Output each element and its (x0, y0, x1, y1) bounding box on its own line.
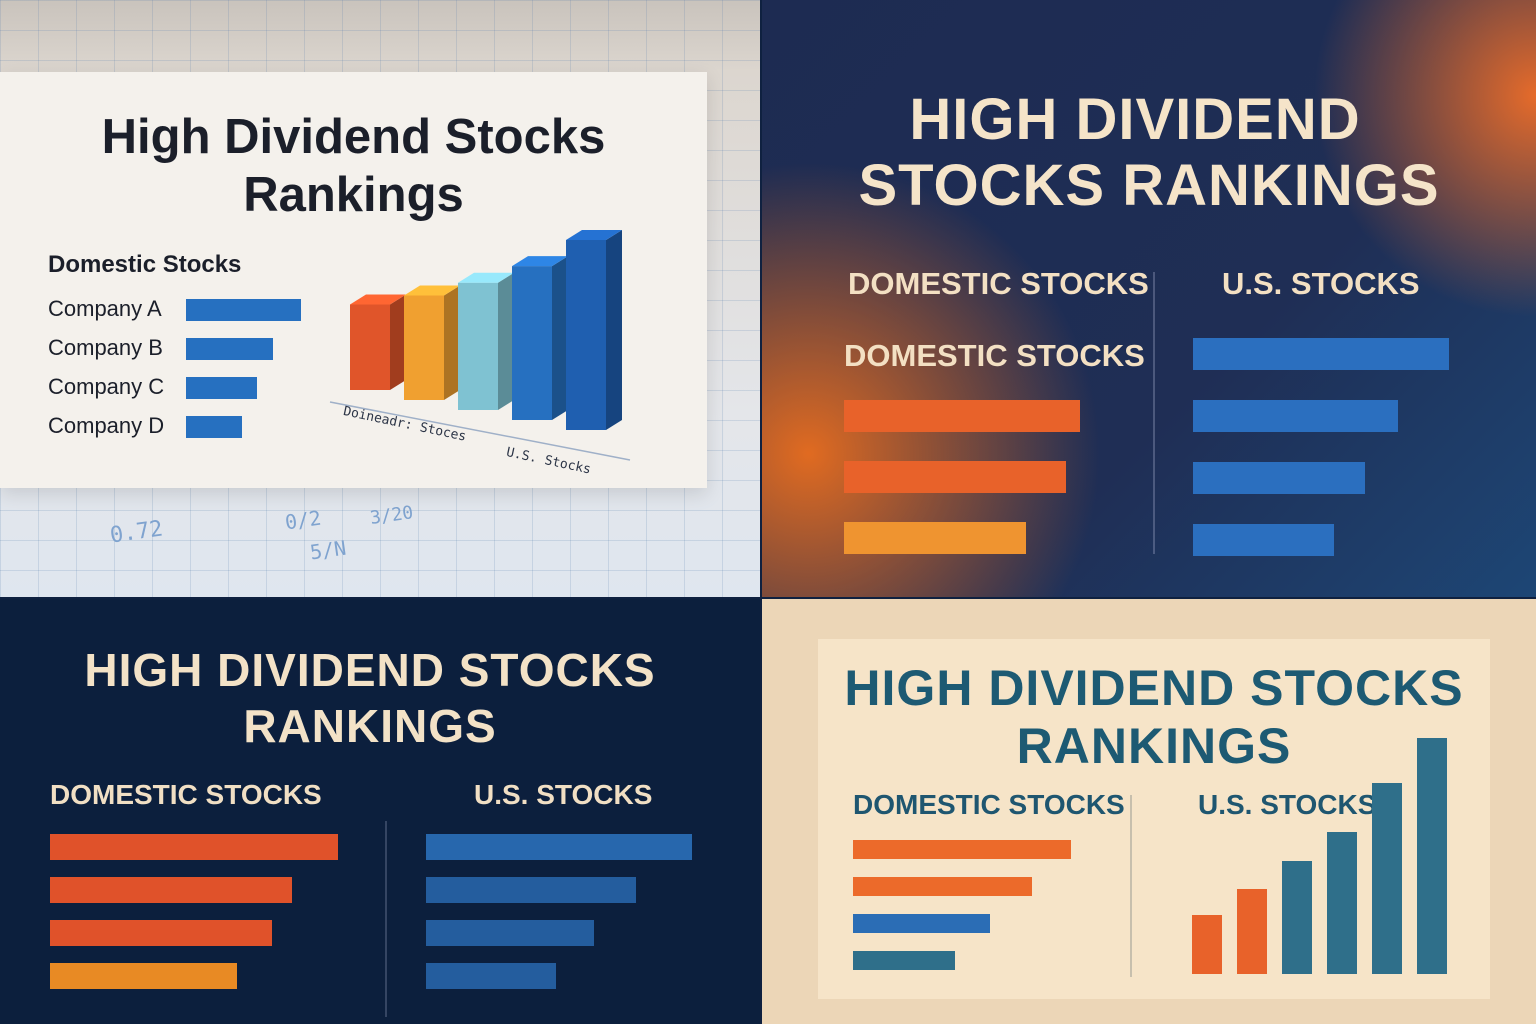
bar-4 (186, 416, 242, 438)
background-number: 0/2 (283, 505, 323, 535)
bar-2 (426, 877, 636, 903)
column-2 (1237, 889, 1267, 974)
column-5 (1372, 783, 1402, 974)
column-3 (458, 272, 514, 410)
title-line-1: HIGH DIVIDEND STOCKS (844, 660, 1464, 716)
bar-2 (853, 877, 1032, 896)
bar-3 (853, 914, 990, 933)
bar-3 (1193, 462, 1365, 494)
bar-2 (50, 877, 292, 903)
title-line-2: RANKINGS (1016, 718, 1292, 774)
bar-1 (50, 834, 338, 860)
header-us: U.S. STOCKS (474, 779, 653, 810)
bar-4 (50, 963, 237, 989)
header-us: U.S. STOCKS (1198, 789, 1377, 820)
bar-4 (853, 951, 955, 970)
bar-2 (844, 461, 1066, 493)
column-2 (404, 285, 460, 400)
column-1 (1192, 915, 1222, 974)
column-divider (385, 821, 387, 1017)
bar-3 (50, 920, 272, 946)
bar-1 (844, 400, 1080, 432)
column-4 (512, 256, 568, 420)
column-3 (1282, 861, 1312, 974)
company-label: Company C (48, 374, 165, 399)
title-line-2: Rankings (243, 168, 464, 222)
column-4 (1327, 832, 1357, 974)
title-line-1: HIGH DIVIDEND (909, 87, 1361, 152)
bar-1 (186, 299, 301, 321)
header-domestic: DOMESTIC STOCKS (50, 779, 322, 810)
column-1 (350, 294, 406, 390)
baseline (329, 401, 631, 461)
panel-dark-navy: HIGH DIVIDEND STOCKS RANKINGS DOMESTIC S… (0, 599, 760, 1024)
bar-3 (186, 377, 257, 399)
subheader-domestic: DOMESTIC STOCKS (844, 338, 1145, 373)
bar-1 (853, 840, 1071, 859)
background-number: 5/N (308, 535, 348, 565)
panel-navy-gradient: HIGH DIVIDEND STOCKS RANKINGS DOMESTIC S… (762, 0, 1536, 597)
title-line-1: High Dividend Stocks (101, 110, 606, 164)
bar-2 (1193, 400, 1398, 432)
column-divider (1130, 795, 1132, 977)
column-6 (1417, 738, 1447, 974)
bar-3 (844, 522, 1026, 554)
bar-4 (426, 963, 556, 989)
company-label: Company A (48, 296, 162, 321)
header-us: U.S. STOCKS (1222, 266, 1420, 301)
section-label: Domestic Stocks (48, 251, 242, 278)
column-5 (566, 230, 622, 430)
panel-beige-retro: HIGH DIVIDEND STOCKS RANKINGS DOMESTIC S… (762, 599, 1536, 1024)
column-divider (1153, 272, 1155, 554)
header-domestic: DOMESTIC STOCKS (848, 266, 1149, 301)
company-label: Company B (48, 335, 163, 360)
bar-2 (186, 338, 273, 360)
title-line-2: RANKINGS (243, 700, 497, 752)
title-line-2: STOCKS RANKINGS (858, 153, 1440, 218)
header-domestic: DOMESTIC STOCKS (853, 789, 1125, 820)
company-label: Company D (48, 413, 165, 438)
bar-1 (426, 834, 692, 860)
bar-1 (1193, 338, 1449, 370)
bar-4 (1193, 524, 1334, 556)
title-line-1: HIGH DIVIDEND STOCKS (84, 644, 656, 696)
3d-column-chart (329, 230, 631, 461)
panel-light-classic: 0.72 3/20 0/2 5/N High Dividend Stocks R… (0, 0, 760, 597)
bar-3 (426, 920, 594, 946)
